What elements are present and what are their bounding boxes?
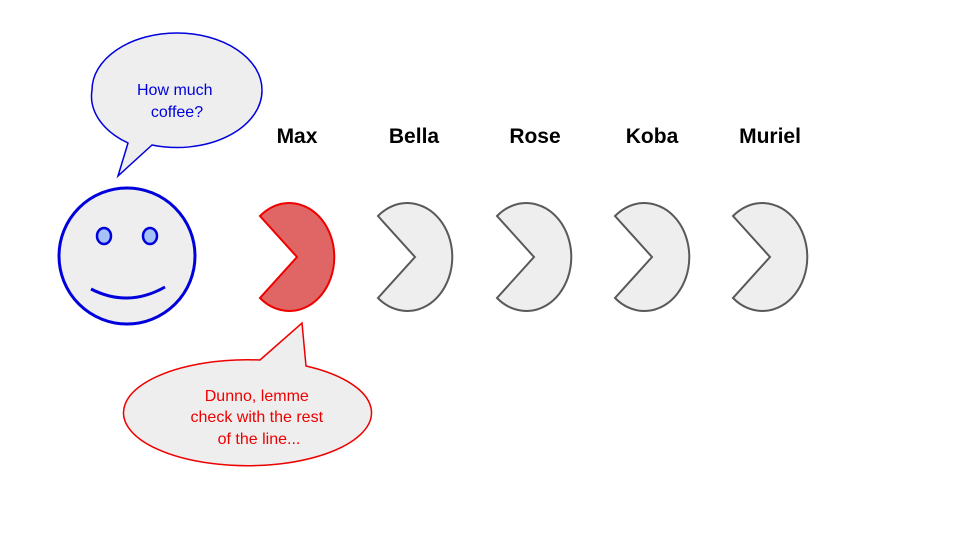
queue-member-max xyxy=(258,202,336,312)
customer-smiley-face xyxy=(57,186,197,326)
queue-member-koba xyxy=(613,202,691,312)
queue-label-rose: Rose xyxy=(509,125,560,148)
reply-speech-bubble: Dunno, lemme check with the rest of the … xyxy=(122,321,373,467)
face-outline xyxy=(57,186,197,326)
customer-speech-line-1: How much xyxy=(137,82,213,99)
queue-member-bella xyxy=(376,202,454,312)
reply-bubble-shape xyxy=(122,321,373,467)
reply-line-3: of the line... xyxy=(218,431,301,448)
customer-bubble-shape xyxy=(90,32,263,179)
queue-label-koba: Koba xyxy=(626,125,679,148)
queue-member-rose xyxy=(495,202,573,312)
customer-speech-bubble: How much coffee? xyxy=(90,32,263,179)
left-eye xyxy=(95,226,113,246)
svg-text:How much coffee?: How much coffee? xyxy=(137,82,217,121)
customer-speech-line-2: coffee? xyxy=(151,104,203,121)
reply-line-1: Dunno, lemme xyxy=(205,388,309,405)
queue-label-muriel: Muriel xyxy=(739,125,801,148)
right-eye xyxy=(141,226,159,246)
queue-member-muriel xyxy=(731,202,809,312)
reply-line-2: check with the rest xyxy=(191,409,324,426)
svg-text:Dunno, lemme check with: Dunno, lemme check with the rest of the … xyxy=(191,388,328,448)
smile-mouth xyxy=(90,285,166,300)
queue-label-bella: Bella xyxy=(389,125,440,148)
queue-label-max: Max xyxy=(277,125,318,148)
